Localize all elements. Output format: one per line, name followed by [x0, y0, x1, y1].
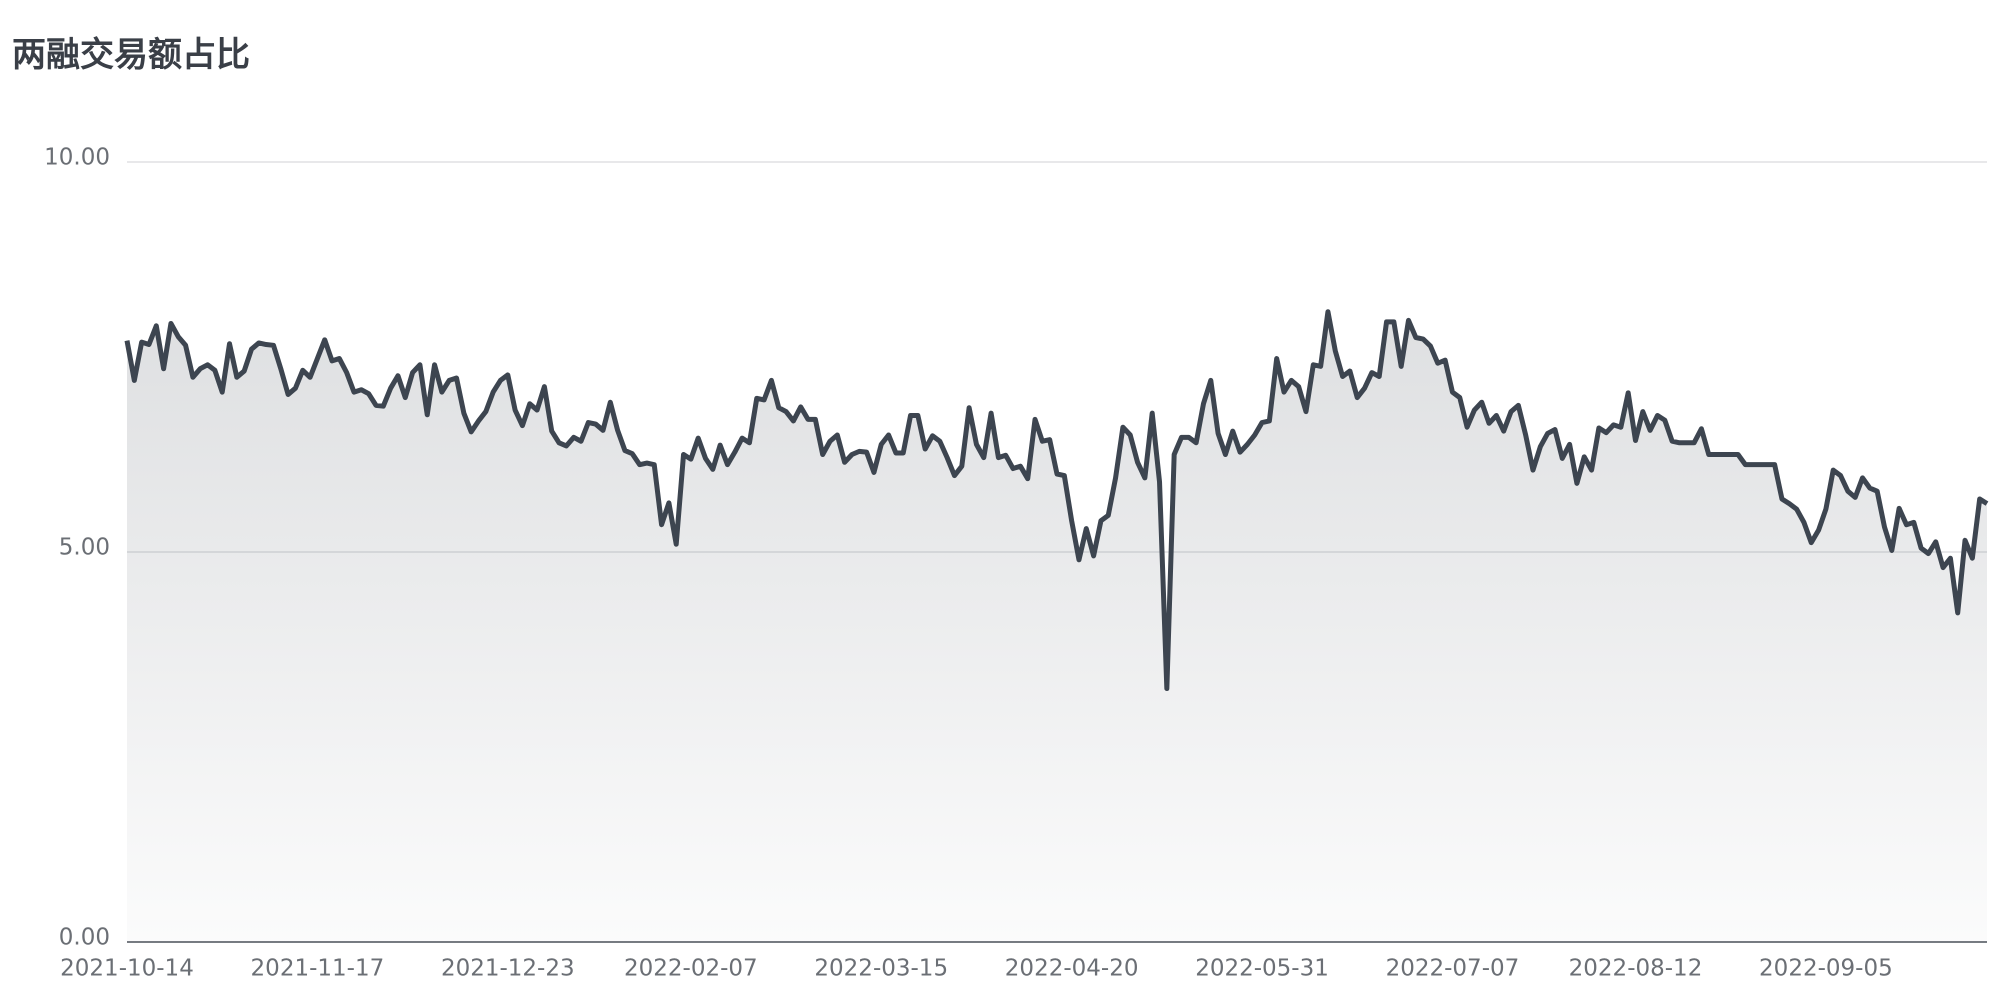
- x-tick-label: 2022-05-31: [1195, 956, 1329, 982]
- x-tick-label: 2021-11-17: [251, 956, 385, 982]
- y-tick-label: 10.00: [44, 145, 110, 171]
- x-tick-label: 2022-08-12: [1569, 956, 1703, 982]
- x-tick-label: 2021-12-23: [441, 956, 575, 982]
- y-tick-label: 5.00: [59, 535, 110, 561]
- area-fill: [127, 311, 1987, 942]
- line: [124, 309, 1989, 691]
- x-tick-label: 2022-07-07: [1386, 956, 1520, 982]
- y-tick-label: 0.00: [59, 925, 110, 951]
- x-tick-label: 2022-09-05: [1759, 956, 1893, 982]
- chart-title: 两融交易额占比: [12, 35, 250, 75]
- x-tick-label: 2022-03-15: [814, 956, 948, 982]
- x-tick-label: 2022-02-07: [624, 956, 758, 982]
- x-tick-label: 2021-10-14: [60, 956, 194, 982]
- x-tick-label: 2022-04-20: [1005, 956, 1139, 982]
